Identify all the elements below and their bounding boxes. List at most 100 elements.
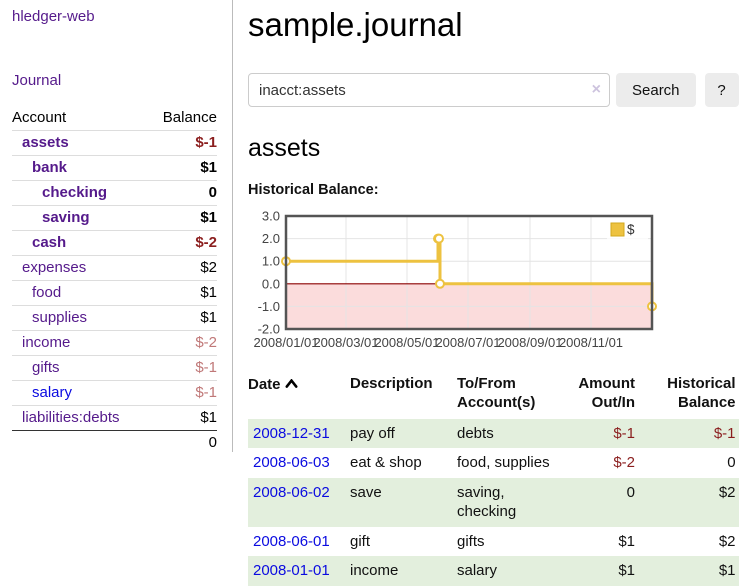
register-header-row: Date Description To/From Account(s) Amou… [248, 372, 739, 419]
register-cell-date: 2008-06-02 [248, 478, 350, 527]
main-content: sample.journal × Search ? assets Histori… [233, 0, 742, 586]
register-header-balance: Historical Balance [667, 375, 736, 411]
register-cell-description: income [350, 562, 399, 579]
sidebar-account-link-expenses[interactable]: expenses [22, 259, 87, 276]
sidebar-accounts-header: Account Balance [12, 106, 217, 130]
sidebar-account-link-gifts[interactable]: gifts [32, 359, 60, 376]
chart-title: Historical Balance: [248, 182, 379, 198]
page-title: sample.journal [248, 6, 463, 43]
transaction-date-link[interactable]: 2008-06-01 [253, 532, 330, 550]
sidebar-account-row: bank $1 [12, 155, 217, 180]
svg-text:2008/05/01: 2008/05/01 [374, 335, 439, 350]
sidebar-account-row: checking 0 [12, 180, 217, 205]
register-cell-accounts: debts [457, 424, 494, 442]
sidebar-account-balance: $1 [200, 209, 217, 226]
sidebar-account-row: liabilities:debts $1 [12, 405, 217, 430]
svg-text:3.0: 3.0 [262, 209, 280, 224]
sort-ascending-icon [285, 375, 298, 394]
transaction-date-link[interactable]: 2008-06-03 [253, 454, 330, 471]
sidebar-account-link-income[interactable]: income [22, 334, 71, 351]
register-cell-description: eat & shop [350, 454, 422, 471]
sidebar-account-balance: $1 [200, 159, 217, 176]
register-cell-balance: 0 [727, 454, 736, 471]
register-cell-accounts: saving, checking [457, 483, 517, 521]
sidebar-account-row: saving $1 [12, 205, 217, 230]
register-cell-balance: $2 [718, 532, 736, 550]
svg-text:$: $ [627, 222, 635, 237]
sidebar-item-journal[interactable]: Journal [12, 72, 62, 89]
sidebar-accounts-total-row: 0 [12, 430, 217, 455]
sidebar-account-row: cash $-2 [12, 230, 217, 255]
register-table: Date Description To/From Account(s) Amou… [248, 372, 739, 586]
register-row: 2008-01-01 income salary $1 $1 [248, 556, 739, 586]
sidebar-total-balance: 0 [208, 434, 217, 451]
register-cell-date: 2008-06-01 [248, 527, 350, 557]
sidebar-account-link-food[interactable]: food [32, 284, 62, 301]
sidebar: hledger-web Journal Account Balance asse… [0, 0, 233, 452]
register-row: 2008-06-03 eat & shop food, supplies $-2 0 [248, 448, 739, 478]
register-header-description: Description [350, 375, 433, 392]
clear-search-icon[interactable]: × [591, 81, 601, 98]
register-cell-amount: $1 [618, 532, 635, 550]
sidebar-account-balance: $-1 [195, 359, 217, 376]
register-cell-amount: 0 [626, 483, 635, 501]
sidebar-account-link-assets[interactable]: assets [22, 134, 69, 151]
register-cell-balance: $-1 [713, 424, 736, 442]
register-cell-description: gift [350, 532, 371, 550]
register-cell-description: pay off [350, 424, 395, 442]
search-button[interactable]: Search [616, 73, 696, 107]
search-box: × [248, 73, 610, 107]
historical-balance-chart: 3.0 2.0 1.0 0.0 -1.0 -2.0 2008/01/01 2008/03/01… [248, 209, 739, 356]
sidebar-accounts-table: Account Balance assets $-1 bank $1 checking 0… [12, 106, 217, 455]
register-body: 2008-12-31 pay off debts $-1 $-1 2008-06-03 ea… [248, 418, 739, 586]
sidebar-account-balance: $1 [200, 309, 217, 326]
register-cell-amount: $-1 [613, 424, 635, 442]
register-cell-date: 2008-06-03 [248, 448, 350, 478]
register-row: 2008-12-31 pay off debts $-1 $-1 [248, 418, 739, 449]
sidebar-account-link-saving[interactable]: saving [42, 209, 90, 226]
sidebar-account-balance: 0 [208, 184, 217, 201]
transaction-date-link[interactable]: 2008-01-01 [253, 562, 330, 579]
register-cell-description: save [350, 483, 382, 501]
svg-text:2.0: 2.0 [262, 231, 280, 246]
sidebar-account-balance: $-2 [195, 334, 217, 351]
sidebar-account-row: assets $-1 [12, 130, 217, 155]
register-cell-date: 2008-12-31 [248, 419, 350, 449]
sidebar-account-link-liabilities-debts[interactable]: liabilities:debts [22, 409, 120, 426]
sidebar-account-link-cash[interactable]: cash [32, 234, 67, 251]
svg-text:0.0: 0.0 [262, 276, 280, 291]
svg-text:-1.0: -1.0 [258, 299, 280, 314]
sidebar-account-balance: $1 [200, 409, 217, 426]
sidebar-account-link-supplies[interactable]: supplies [32, 309, 88, 326]
sidebar-account-row: gifts $-1 [12, 355, 217, 380]
svg-text:2008/07/01: 2008/07/01 [435, 335, 500, 350]
accounts-header-account: Account [12, 109, 67, 126]
register-row: 2008-06-01 gift gifts $1 $2 [248, 527, 739, 557]
register-cell-accounts: gifts [457, 532, 485, 550]
register-header-date-label: Date [248, 376, 281, 393]
account-heading: assets [248, 134, 321, 162]
svg-text:1.0: 1.0 [262, 254, 280, 269]
app-brand-link[interactable]: hledger-web [12, 8, 95, 25]
sidebar-account-link-checking[interactable]: checking [42, 184, 108, 201]
sidebar-account-balance: $-2 [195, 234, 217, 251]
register-header-accounts: To/From Account(s) [457, 375, 536, 411]
sidebar-account-row: supplies $1 [12, 305, 217, 330]
svg-text:2008/01/01: 2008/01/01 [253, 335, 318, 350]
register-cell-balance: $2 [718, 483, 736, 501]
sidebar-account-link-salary[interactable]: salary [32, 384, 73, 401]
svg-text:2008/11/01: 2008/11/01 [559, 335, 623, 350]
register-row: 2008-06-02 save saving, checking 0 $2 [248, 477, 739, 527]
search-input[interactable] [248, 73, 610, 107]
sidebar-account-row: income $-2 [12, 330, 217, 355]
svg-text:2008/09/01: 2008/09/01 [497, 335, 562, 350]
search-form: × Search ? [248, 73, 739, 107]
transaction-date-link[interactable]: 2008-06-02 [253, 483, 330, 501]
svg-text:-2.0: -2.0 [258, 322, 280, 337]
transaction-date-link[interactable]: 2008-12-31 [253, 424, 330, 442]
register-header-date[interactable]: Date [248, 372, 350, 419]
sidebar-account-link-bank[interactable]: bank [32, 159, 68, 176]
help-button[interactable]: ? [704, 73, 739, 107]
register-cell-amount: $-2 [613, 454, 635, 471]
